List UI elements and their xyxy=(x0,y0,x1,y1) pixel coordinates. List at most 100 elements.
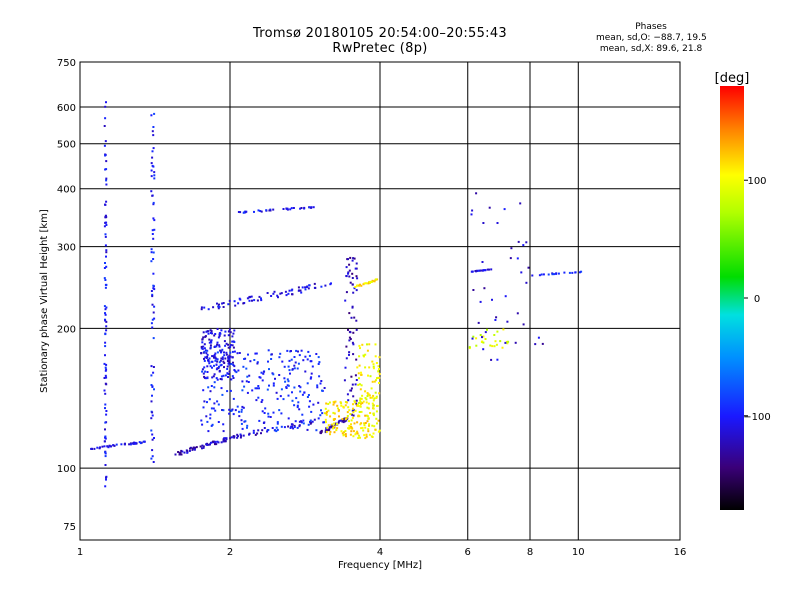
data-point xyxy=(217,441,220,444)
data-point xyxy=(364,422,367,424)
data-point xyxy=(490,358,493,361)
data-point xyxy=(479,269,481,272)
data-point xyxy=(354,286,357,288)
data-point xyxy=(216,328,219,330)
data-point xyxy=(284,290,287,293)
data-point xyxy=(228,412,231,415)
data-point xyxy=(516,257,519,260)
data-point xyxy=(348,269,351,272)
data-point xyxy=(152,337,155,340)
data-point xyxy=(349,433,352,436)
data-point xyxy=(205,415,208,418)
data-point xyxy=(373,280,376,283)
data-point xyxy=(350,387,353,390)
data-point xyxy=(299,289,302,292)
data-point xyxy=(210,385,213,387)
data-point xyxy=(216,358,219,361)
y-tick-label: 200 xyxy=(57,324,76,335)
data-point xyxy=(372,363,375,366)
data-point xyxy=(356,277,359,280)
data-point xyxy=(222,306,225,308)
data-point xyxy=(174,453,177,456)
data-point xyxy=(367,393,370,396)
data-point xyxy=(375,417,378,420)
data-point xyxy=(214,359,217,362)
data-point xyxy=(151,293,154,296)
data-point xyxy=(375,397,378,399)
data-point xyxy=(205,443,208,446)
data-point xyxy=(372,367,375,370)
data-point xyxy=(256,299,259,302)
data-point xyxy=(206,353,209,356)
data-point xyxy=(266,292,269,294)
data-point xyxy=(151,385,154,388)
data-point xyxy=(260,371,263,374)
data-point xyxy=(215,443,218,446)
data-point xyxy=(351,283,354,286)
data-point xyxy=(260,299,263,302)
data-point xyxy=(481,340,484,343)
data-point xyxy=(378,392,381,395)
data-point xyxy=(261,410,264,413)
data-point xyxy=(104,455,107,458)
data-point xyxy=(254,387,257,390)
data-point xyxy=(205,349,207,352)
data-point xyxy=(225,351,228,354)
data-point xyxy=(220,441,223,444)
data-point xyxy=(220,351,222,354)
data-point xyxy=(366,392,369,395)
data-point xyxy=(203,375,206,378)
data-point xyxy=(481,261,484,263)
data-point xyxy=(105,255,107,258)
data-point xyxy=(274,377,276,380)
data-point xyxy=(260,210,263,213)
data-point xyxy=(222,423,225,426)
data-point xyxy=(229,389,232,392)
data-point xyxy=(207,359,210,361)
data-point xyxy=(223,351,225,354)
data-point xyxy=(90,447,93,450)
data-point xyxy=(302,419,305,422)
data-point xyxy=(320,431,323,434)
data-point xyxy=(367,402,370,405)
data-point xyxy=(364,414,367,417)
data-point xyxy=(279,352,282,355)
data-point xyxy=(287,365,290,368)
data-point xyxy=(150,417,153,420)
data-point xyxy=(377,370,380,373)
data-point xyxy=(287,394,290,397)
data-point xyxy=(229,437,232,440)
x-tick-label: 8 xyxy=(527,547,533,558)
data-point xyxy=(239,436,242,439)
data-point xyxy=(202,345,205,348)
data-point xyxy=(104,105,107,108)
data-point xyxy=(272,208,275,211)
data-point xyxy=(336,404,339,407)
data-point xyxy=(108,444,111,447)
data-point xyxy=(241,389,244,392)
data-point xyxy=(376,377,378,380)
data-point xyxy=(369,375,372,378)
data-point xyxy=(484,269,487,272)
data-point xyxy=(211,360,214,363)
data-point xyxy=(361,426,364,429)
data-point xyxy=(348,275,351,278)
data-point xyxy=(360,427,363,430)
colorbar-ticks: 100 0 −100 xyxy=(743,176,770,423)
data-point xyxy=(495,316,498,319)
data-point xyxy=(336,427,339,430)
data-point xyxy=(373,397,376,400)
data-point xyxy=(105,160,108,163)
data-point xyxy=(217,421,220,423)
data-point xyxy=(355,379,358,381)
data-point xyxy=(150,162,153,165)
data-point xyxy=(252,431,255,434)
data-point xyxy=(522,244,525,247)
data-point xyxy=(495,343,498,346)
data-point xyxy=(324,284,327,287)
data-point xyxy=(293,364,296,367)
stats-o-mode: mean, sd,O: −88.7, 19.5 xyxy=(596,33,707,43)
data-point xyxy=(475,192,478,195)
data-point xyxy=(209,346,212,349)
data-point xyxy=(152,461,155,463)
